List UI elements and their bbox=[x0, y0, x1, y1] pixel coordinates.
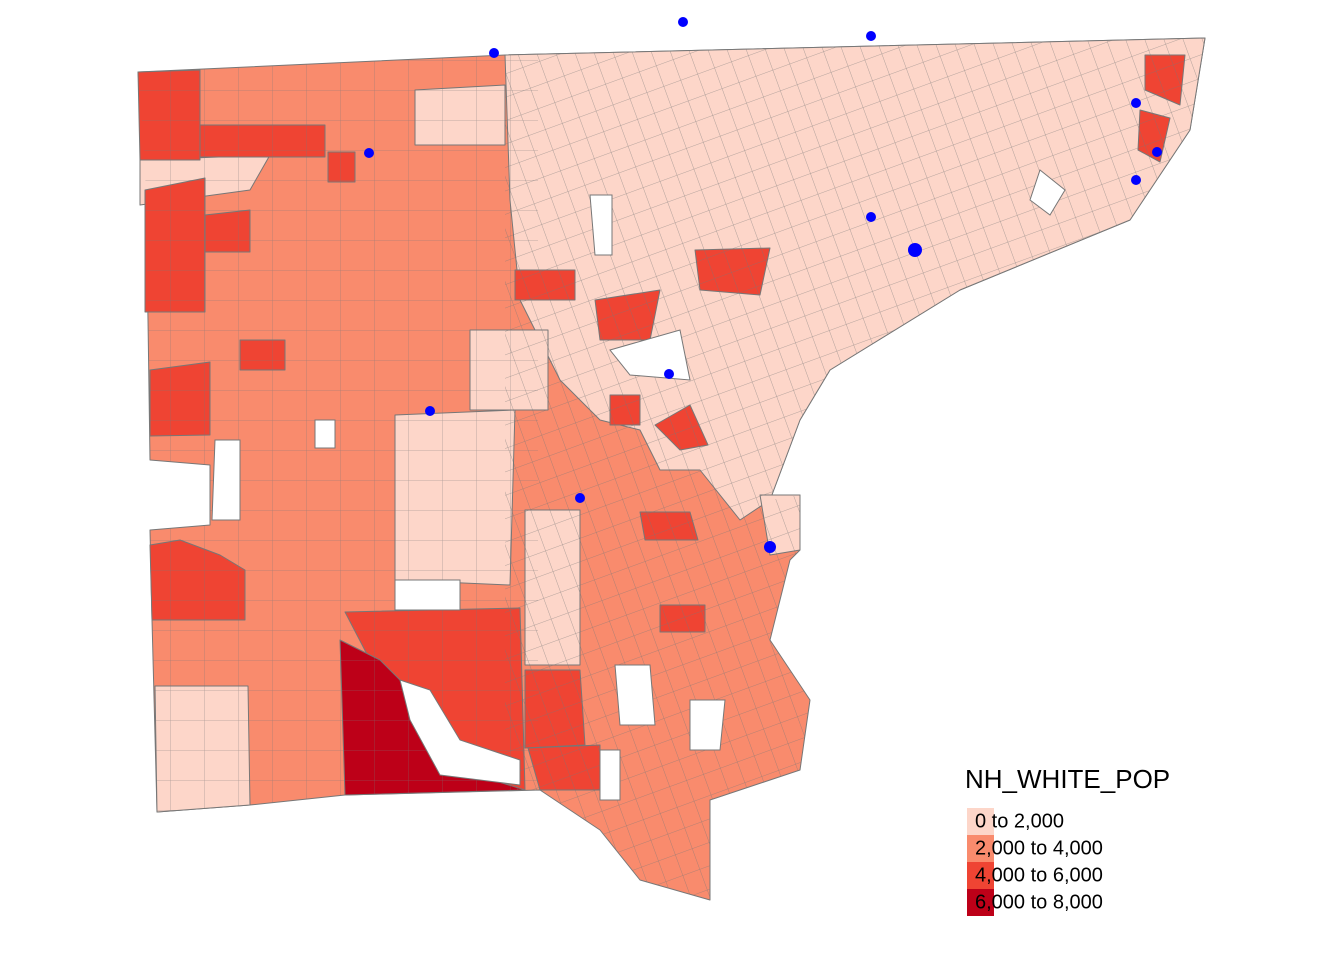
legend-swatch bbox=[967, 835, 994, 862]
legend: NH_WHITE_POP 0 to 2,000 2,000 to 4,000 4,0… bbox=[965, 764, 1170, 916]
point-markers bbox=[364, 17, 1162, 553]
legend-swatch bbox=[967, 808, 994, 835]
legend-title: NH_WHITE_POP bbox=[965, 764, 1170, 794]
legend-label: 2,000 to 4,000 bbox=[975, 837, 1103, 859]
legend-label: 0 to 2,000 bbox=[975, 810, 1064, 832]
legend-swatch bbox=[967, 889, 994, 916]
legend-label: 4,000 to 6,000 bbox=[975, 864, 1103, 886]
water-gaps bbox=[211, 169, 1066, 801]
legend-label: 6,000 to 8,000 bbox=[975, 891, 1103, 913]
legend-swatch bbox=[967, 862, 994, 889]
